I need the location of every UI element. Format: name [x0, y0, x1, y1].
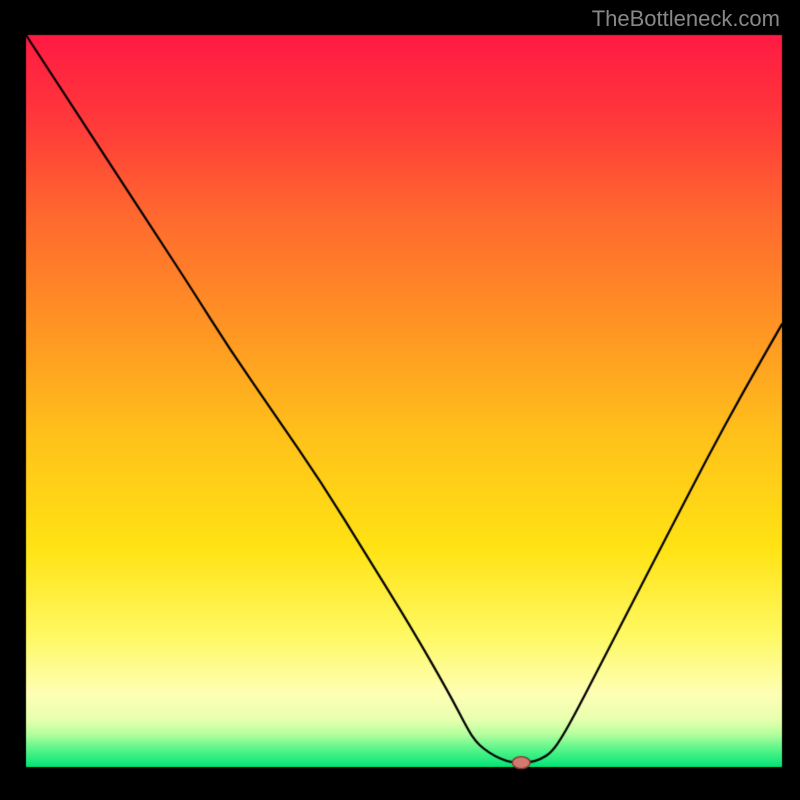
watermark-text: TheBottleneck.com: [592, 6, 780, 32]
bottleneck-chart: [0, 0, 800, 800]
